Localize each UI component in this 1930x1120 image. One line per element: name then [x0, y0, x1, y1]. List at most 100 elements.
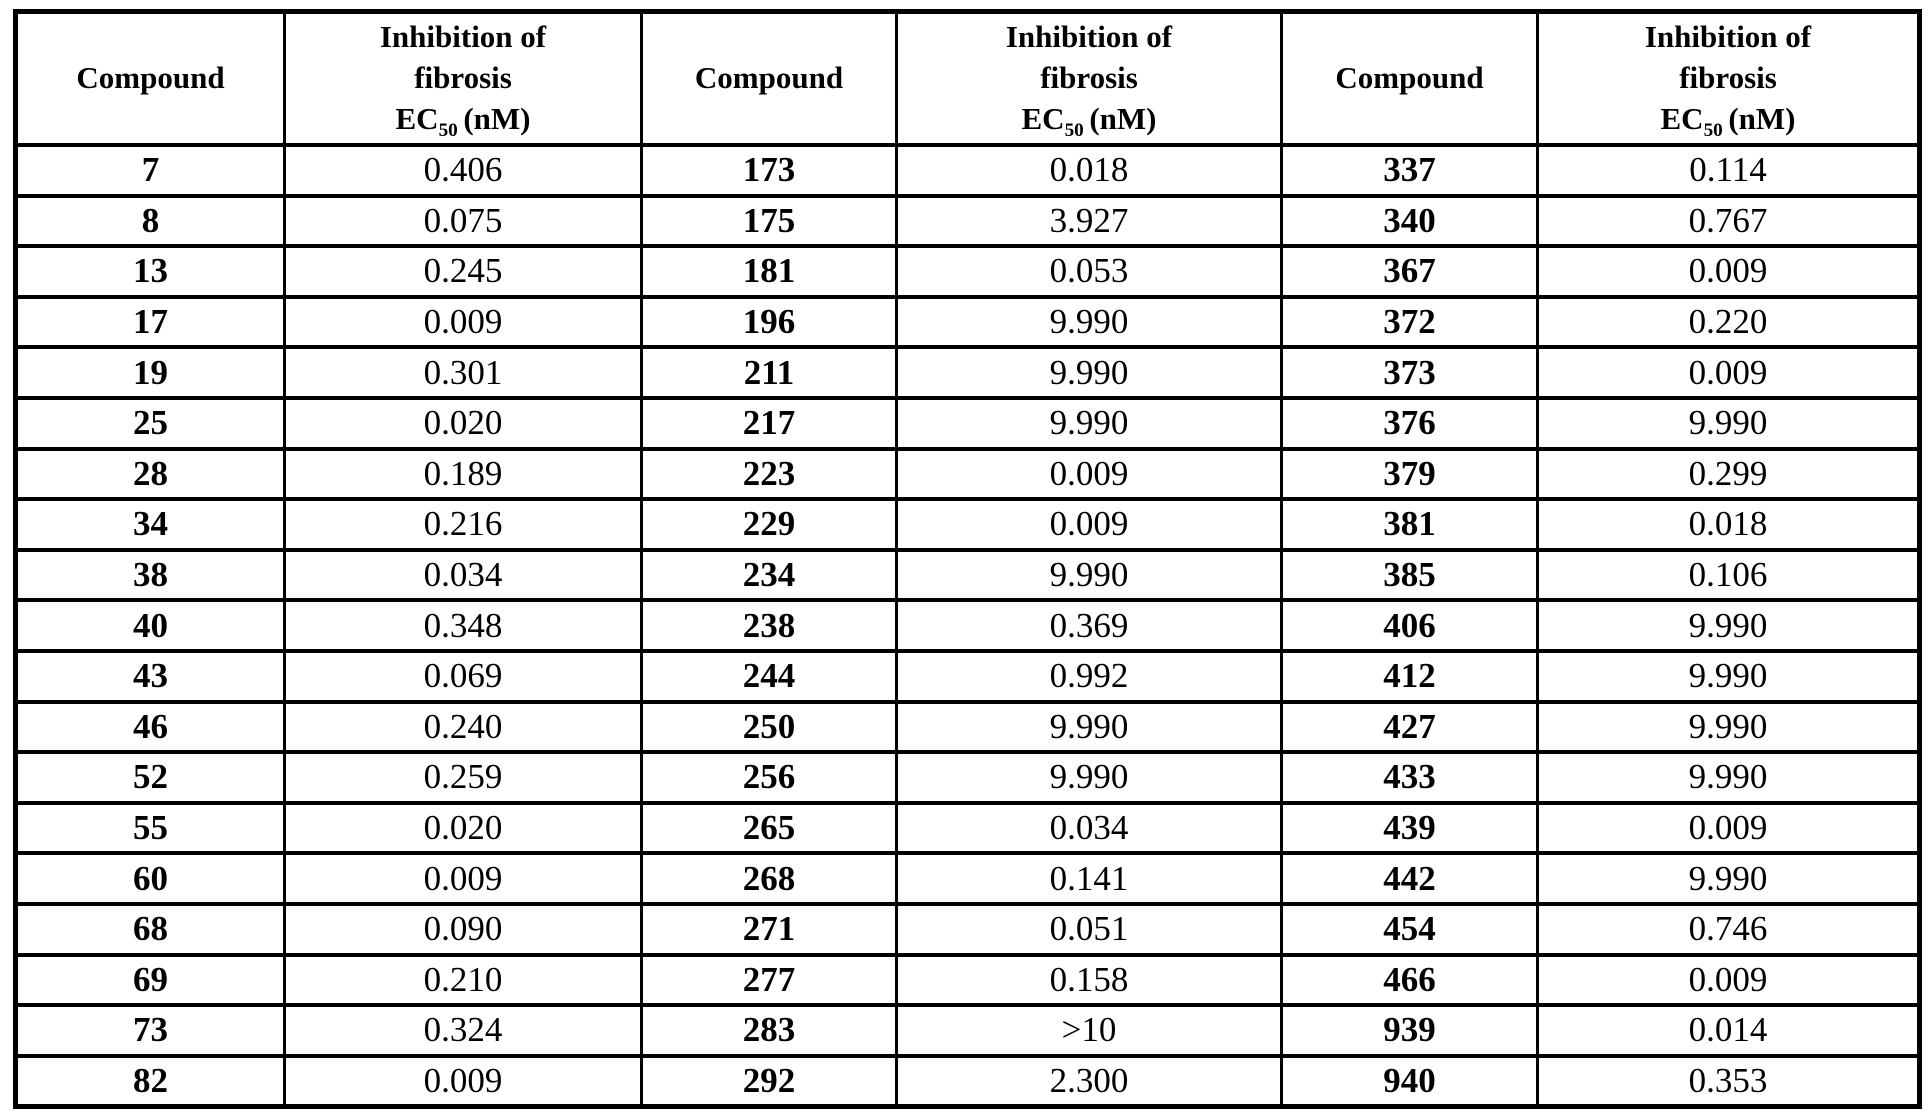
- ec50-value-cell: 0.009: [895, 497, 1283, 552]
- ec50-header-unit: EC50 (nM): [1541, 99, 1917, 142]
- compound-cell: 46: [14, 699, 286, 755]
- ec50-value-cell: 0.189: [283, 446, 643, 502]
- table-row: 55 0.020 265 0.034 439 0.009: [14, 800, 1921, 856]
- compound-cell: 196: [640, 294, 898, 350]
- ec50-value-cell: 0.746: [1536, 901, 1921, 957]
- compound-cell: 385: [1280, 547, 1539, 603]
- table-row: 46 0.240 250 9.990 427 9.990: [14, 699, 1921, 755]
- ec50-table: Compound Inhibition of fibrosis EC50 (nM)…: [13, 9, 1922, 1110]
- compound-cell: 340: [1280, 193, 1539, 249]
- header-row: Compound Inhibition of fibrosis EC50 (nM)…: [14, 9, 1921, 147]
- ec50-unit-subscript: 50: [1064, 120, 1084, 142]
- ec50-unit-subscript: 50: [438, 120, 458, 142]
- ec50-value-cell: 9.990: [895, 395, 1283, 451]
- ec50-header-line2: fibrosis: [1040, 60, 1138, 96]
- ec50-value-cell: 0.406: [283, 143, 643, 198]
- ec50-value-cell: 0.141: [895, 851, 1283, 906]
- ec50-header-unit: EC50 (nM): [900, 99, 1279, 142]
- compound-cell: 181: [640, 244, 898, 299]
- ec50-header-line1: Inhibition of: [1005, 19, 1173, 55]
- table-row: 73 0.324 283 >10 939 0.014: [14, 1003, 1921, 1058]
- compound-cell: 8: [14, 193, 286, 249]
- compound-cell: 19: [14, 345, 286, 400]
- table-row: 38 0.034 234 9.990 385 0.106: [14, 547, 1921, 603]
- compound-cell: 34: [14, 497, 286, 552]
- ec50-value-cell: 0.020: [283, 395, 643, 451]
- ec50-header-line2: fibrosis: [1679, 60, 1777, 96]
- ec50-unit-subscript: 50: [1703, 120, 1723, 142]
- compound-cell: 367: [1280, 244, 1539, 299]
- compound-cell: 454: [1280, 901, 1539, 957]
- ec50-value-cell: 9.990: [1536, 699, 1921, 755]
- table-row: 69 0.210 277 0.158 466 0.009: [14, 952, 1921, 1008]
- ec50-value-cell: 0.767: [1536, 193, 1921, 249]
- compound-cell: 265: [640, 800, 898, 856]
- ec50-value-cell: 3.927: [895, 193, 1283, 249]
- ec50-unit-suffix: (nM): [1728, 100, 1796, 136]
- table-header: Compound Inhibition of fibrosis EC50 (nM)…: [14, 9, 1921, 147]
- compound-cell: 173: [640, 143, 898, 198]
- ec50-value-cell: 9.990: [895, 345, 1283, 400]
- ec50-value-cell: 0.009: [1536, 952, 1921, 1008]
- compound-cell: 439: [1280, 800, 1539, 856]
- compound-cell: 939: [1280, 1003, 1539, 1058]
- compound-cell: 234: [640, 547, 898, 603]
- compound-cell: 292: [640, 1053, 898, 1109]
- compound-cell: 427: [1280, 699, 1539, 755]
- ec50-value-cell: 0.034: [283, 547, 643, 603]
- ec50-value-cell: 0.090: [283, 901, 643, 957]
- ec50-value-cell: 9.990: [895, 294, 1283, 350]
- ec50-value-cell: 0.009: [283, 851, 643, 906]
- table-row: 43 0.069 244 0.992 412 9.990: [14, 648, 1921, 704]
- compound-cell: 337: [1280, 143, 1539, 198]
- compound-cell: 38: [14, 547, 286, 603]
- ec50-value-cell: 0.034: [895, 800, 1283, 856]
- compound-cell: 379: [1280, 446, 1539, 502]
- compound-cell: 43: [14, 648, 286, 704]
- ec50-unit-suffix: (nM): [1089, 100, 1157, 136]
- ec50-value-cell: 0.009: [895, 446, 1283, 502]
- compound-cell: 250: [640, 699, 898, 755]
- ec50-value-cell: 0.348: [283, 598, 643, 653]
- ec50-value-cell: 0.158: [895, 952, 1283, 1008]
- ec50-value-cell: 0.353: [1536, 1053, 1921, 1109]
- table-row: 82 0.009 292 2.300 940 0.353: [14, 1053, 1921, 1109]
- ec50-header-line1: Inhibition of: [379, 19, 547, 55]
- table-row: 13 0.245 181 0.053 367 0.009: [14, 244, 1921, 299]
- ec50-value-cell: 0.009: [1536, 345, 1921, 400]
- table-row: 68 0.090 271 0.051 454 0.746: [14, 901, 1921, 957]
- ec50-value-cell: 9.990: [895, 750, 1283, 805]
- compound-cell: 25: [14, 395, 286, 451]
- ec50-value-cell: 0.009: [1536, 800, 1921, 856]
- compound-cell: 442: [1280, 851, 1539, 906]
- ec50-value-cell: 0.009: [283, 294, 643, 350]
- compound-cell: 40: [14, 598, 286, 653]
- compound-cell: 69: [14, 952, 286, 1008]
- ec50-value-cell: 0.301: [283, 345, 643, 400]
- ec50-unit-prefix: EC: [1021, 100, 1065, 136]
- ec50-value-cell: 0.245: [283, 244, 643, 299]
- compound-cell: 412: [1280, 648, 1539, 704]
- ec50-unit-suffix: (nM): [463, 100, 531, 136]
- ec50-value-cell: 0.299: [1536, 446, 1921, 502]
- compound-cell: 175: [640, 193, 898, 249]
- compound-cell: 381: [1280, 497, 1539, 552]
- compound-cell: 940: [1280, 1053, 1539, 1109]
- table-row: 52 0.259 256 9.990 433 9.990: [14, 750, 1921, 805]
- ec50-value-cell: 9.990: [1536, 851, 1921, 906]
- ec50-value-cell: 0.018: [895, 143, 1283, 198]
- compound-cell: 229: [640, 497, 898, 552]
- compound-cell: 73: [14, 1003, 286, 1058]
- compound-header-3: Compound: [1280, 9, 1539, 147]
- compound-cell: 373: [1280, 345, 1539, 400]
- ec50-header-2: Inhibition of fibrosis EC50 (nM): [895, 9, 1283, 147]
- ec50-value-cell: 9.990: [1536, 750, 1921, 805]
- ec50-value-cell: 0.069: [283, 648, 643, 704]
- table-row: 28 0.189 223 0.009 379 0.299: [14, 446, 1921, 502]
- table-row: 60 0.009 268 0.141 442 9.990: [14, 851, 1921, 906]
- compound-cell: 28: [14, 446, 286, 502]
- ec50-value-cell: 0.009: [283, 1053, 643, 1109]
- compound-cell: 271: [640, 901, 898, 957]
- table-row: 40 0.348 238 0.369 406 9.990: [14, 598, 1921, 653]
